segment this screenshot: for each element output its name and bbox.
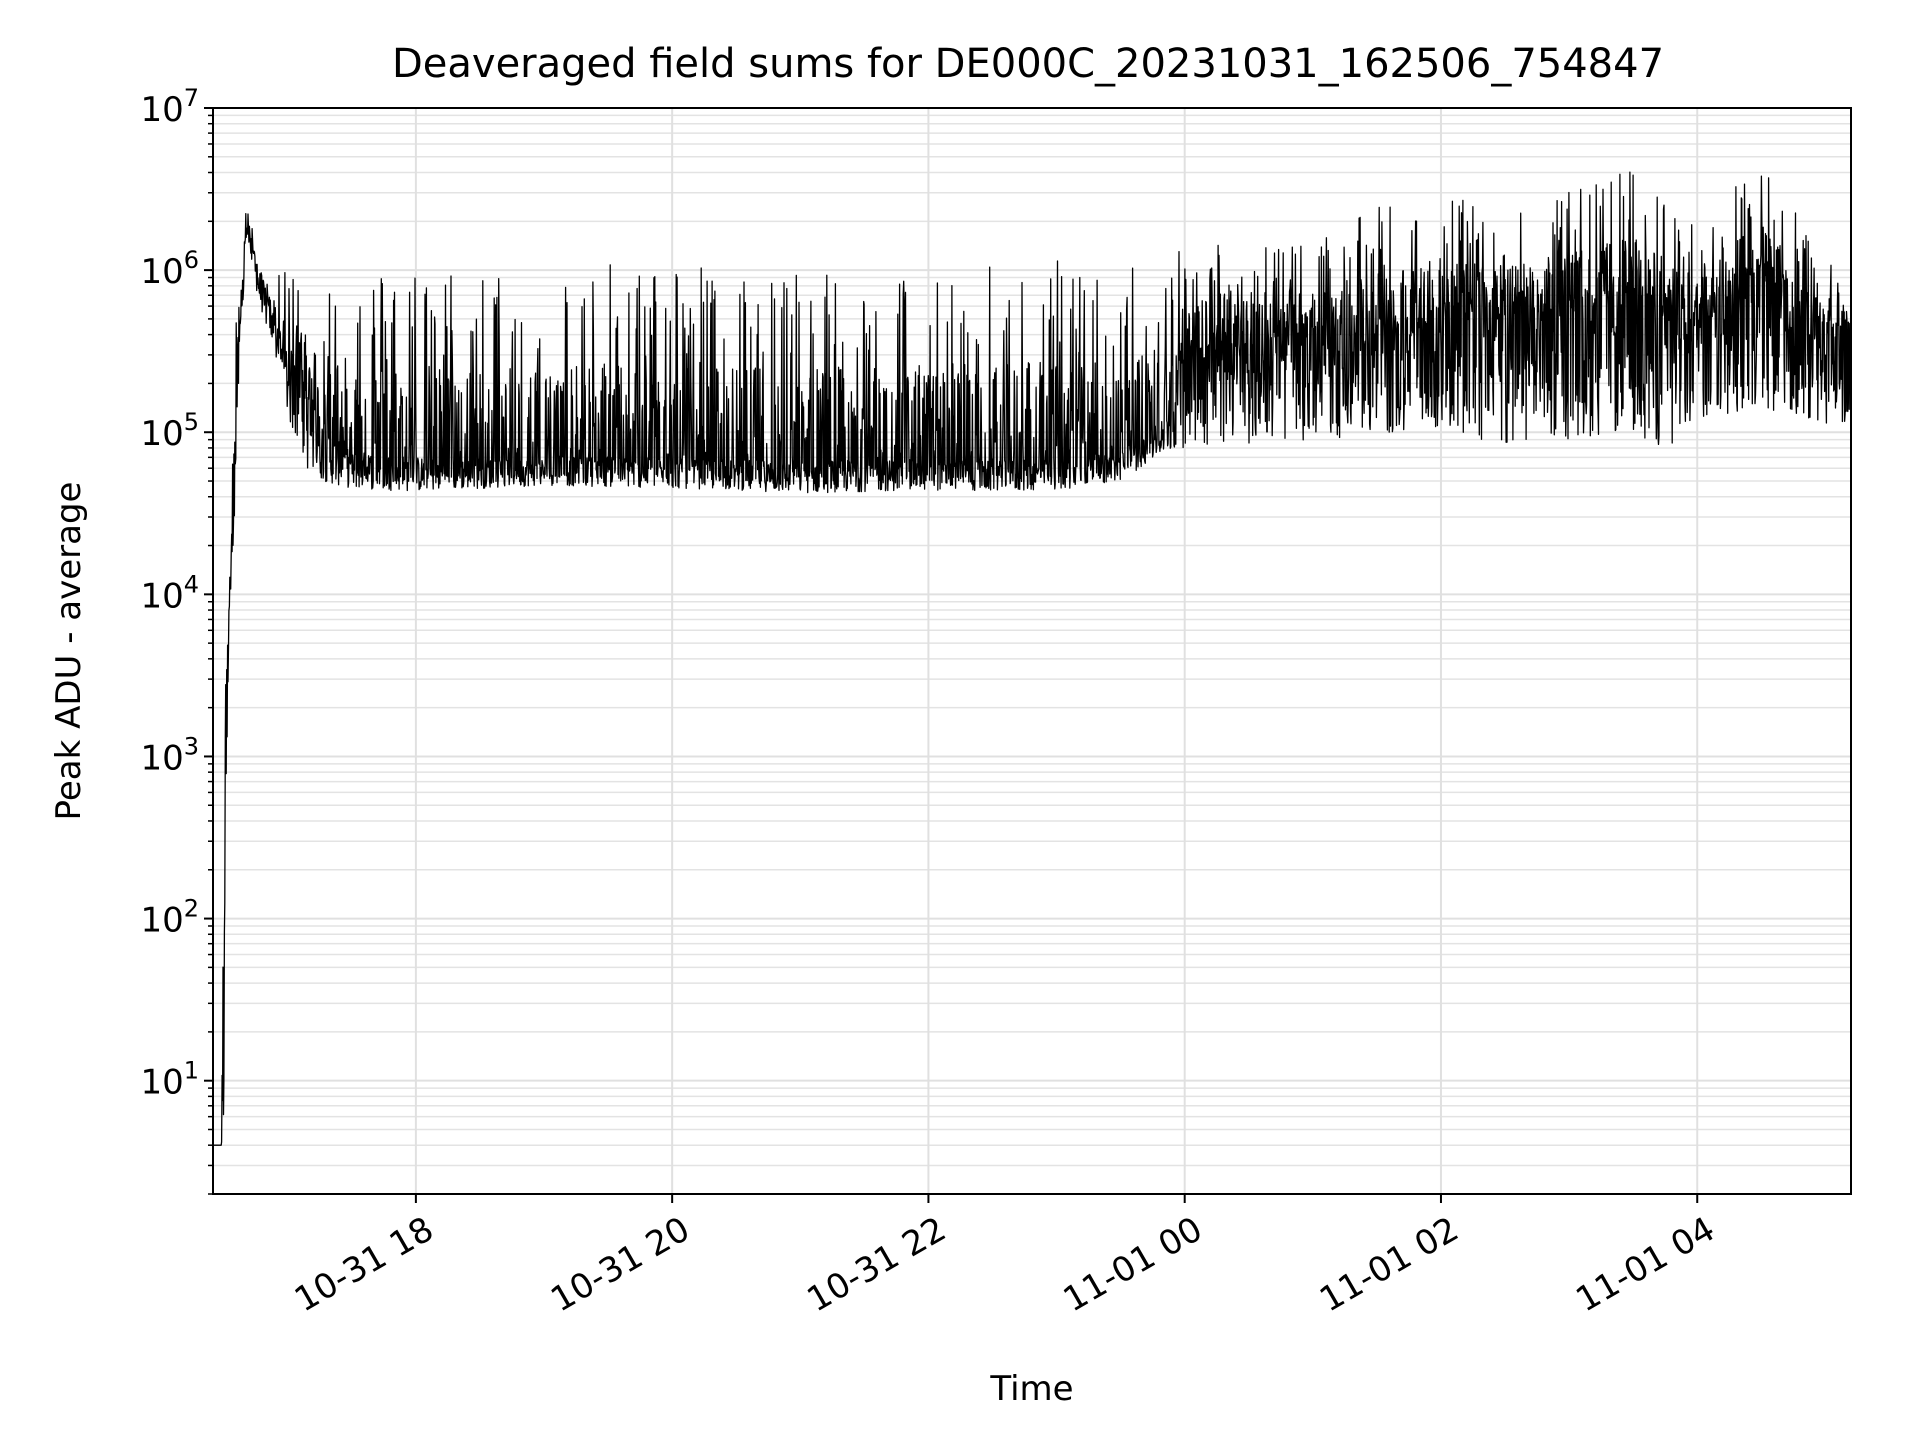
x-axis-label: Time [989,1369,1073,1409]
plot-frame [212,107,1852,1195]
y-tick-label: 104 [140,570,199,616]
series-line [212,171,1852,1146]
y-tick-label: 103 [140,732,199,778]
y-minor-ticks [208,114,213,1195]
y-tick-label: 107 [140,84,199,130]
y-tick-label: 106 [140,246,199,292]
chart-title: Deaveraged field sums for DE000C_2023103… [392,41,1664,87]
y-tick-label: 105 [140,408,199,454]
y-tick-label: 101 [140,1057,199,1103]
y-axis-label: Peak ADU - average [49,482,89,821]
series-peak-adu [212,171,1852,1146]
y-tick-label: 102 [140,895,199,941]
y-axis: 101 102 103 104 105 106 107 [140,84,213,1103]
